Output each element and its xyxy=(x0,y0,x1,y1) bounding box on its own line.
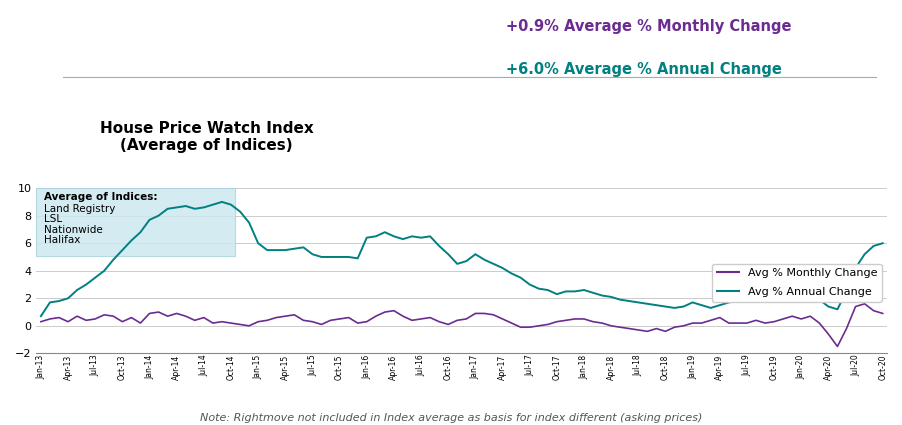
Text: Average of Indices:: Average of Indices: xyxy=(43,192,157,201)
FancyBboxPatch shape xyxy=(36,188,235,256)
Text: Land Registry: Land Registry xyxy=(43,204,115,214)
Legend: Avg % Monthly Change, Avg % Annual Change: Avg % Monthly Change, Avg % Annual Chang… xyxy=(712,264,880,302)
Text: LSL: LSL xyxy=(43,214,61,224)
Text: +0.9% Average % Monthly Change: +0.9% Average % Monthly Change xyxy=(505,19,790,34)
Text: Halifax: Halifax xyxy=(43,235,80,245)
Text: +6.0% Average % Annual Change: +6.0% Average % Annual Change xyxy=(505,62,781,76)
Text: Note: Rightmove not included in Index average as basis for index different (aski: Note: Rightmove not included in Index av… xyxy=(200,413,702,423)
Text: Nationwide: Nationwide xyxy=(43,225,102,235)
Text: House Price Watch Index
(Average of Indices): House Price Watch Index (Average of Indi… xyxy=(99,121,313,153)
